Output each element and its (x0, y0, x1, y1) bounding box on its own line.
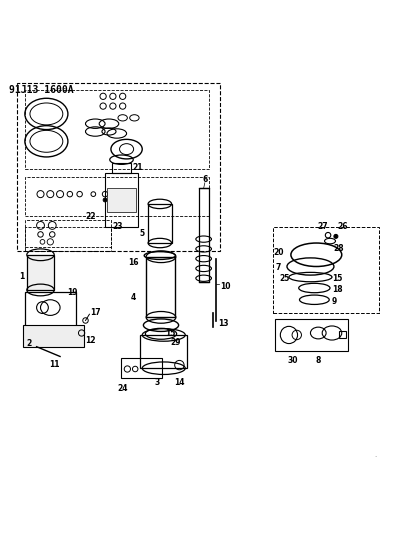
Bar (148, 204, 171, 243)
Bar (25, 228, 111, 251)
Text: 3: 3 (154, 378, 160, 387)
Text: 9: 9 (332, 297, 337, 306)
Text: 18: 18 (332, 285, 343, 294)
Text: 2: 2 (27, 339, 32, 348)
Text: 13: 13 (219, 319, 229, 328)
Bar (105, 173, 138, 228)
Bar (25, 292, 76, 327)
Text: 1: 1 (19, 272, 24, 281)
Text: 20: 20 (273, 248, 284, 257)
Text: 29: 29 (170, 338, 181, 346)
Text: 16: 16 (128, 258, 138, 267)
Text: 27: 27 (317, 222, 327, 230)
Text: 10: 10 (220, 281, 230, 290)
Text: 5: 5 (140, 229, 145, 238)
Text: 30: 30 (288, 356, 298, 365)
Text: .: . (375, 452, 377, 458)
Bar (121, 358, 162, 378)
Text: 23: 23 (113, 222, 123, 230)
Text: 4: 4 (131, 293, 136, 302)
Bar (17, 83, 221, 251)
Text: 22: 22 (85, 212, 96, 221)
Text: 15: 15 (332, 274, 342, 282)
Bar (107, 188, 136, 212)
Circle shape (334, 235, 338, 238)
Text: 24: 24 (117, 384, 128, 393)
Text: 15: 15 (165, 329, 175, 338)
Bar (273, 228, 379, 313)
Text: 25: 25 (279, 274, 290, 282)
Bar (275, 319, 348, 351)
Text: 12: 12 (85, 336, 96, 345)
Text: 17: 17 (91, 308, 101, 317)
Text: 7: 7 (275, 263, 281, 272)
Bar (140, 335, 187, 368)
Text: 91J13 1600A: 91J13 1600A (9, 85, 74, 94)
Text: 8: 8 (316, 357, 321, 366)
Text: 14: 14 (174, 378, 185, 387)
Bar (112, 163, 131, 173)
Bar (23, 325, 84, 346)
Circle shape (103, 198, 107, 202)
Text: 28: 28 (333, 244, 344, 253)
Bar (25, 91, 209, 168)
Bar (25, 176, 209, 216)
Bar (199, 188, 209, 282)
Text: 6: 6 (202, 175, 208, 183)
Text: 11: 11 (49, 360, 59, 369)
Text: 19: 19 (67, 288, 78, 297)
Bar (25, 220, 111, 247)
Bar (146, 257, 175, 317)
Bar (27, 255, 54, 290)
Text: 26: 26 (338, 222, 348, 231)
Bar (338, 330, 346, 338)
Text: 21: 21 (132, 163, 143, 172)
